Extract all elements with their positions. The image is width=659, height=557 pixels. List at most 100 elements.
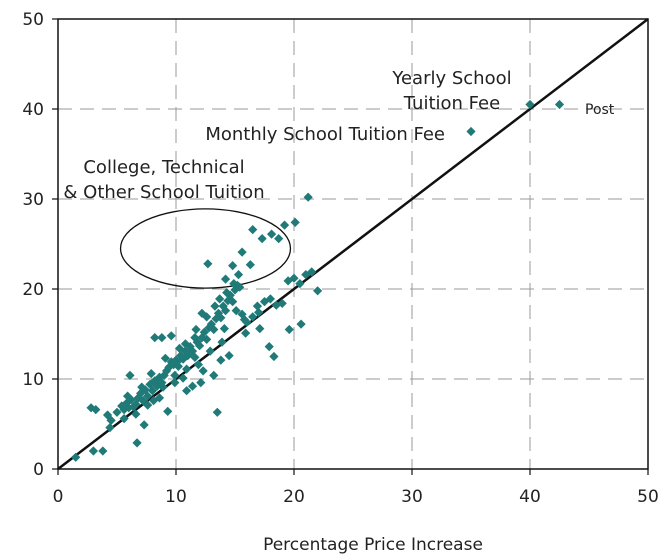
data-point xyxy=(125,370,135,380)
data-point xyxy=(229,279,239,289)
data-point xyxy=(199,327,209,337)
data-point xyxy=(206,319,216,329)
data-point xyxy=(139,420,149,430)
data-point xyxy=(192,337,202,347)
data-point xyxy=(290,217,300,227)
x-tick-label: 30 xyxy=(401,487,423,507)
data-point xyxy=(202,312,212,322)
data-point xyxy=(210,301,220,311)
x-axis-ticks: 0 10 20 30 40 50 xyxy=(53,469,659,507)
data-point xyxy=(128,402,139,412)
data-point xyxy=(554,99,565,110)
data-point xyxy=(255,324,265,334)
annotation-college: & Other School Tuition xyxy=(63,182,264,203)
data-point xyxy=(224,351,234,361)
data-point xyxy=(241,328,251,338)
data-point xyxy=(271,300,281,310)
data-point xyxy=(145,379,155,389)
data-point xyxy=(185,342,195,352)
data-point xyxy=(86,403,96,413)
data-point xyxy=(174,343,185,353)
x-tick-label: 20 xyxy=(283,487,305,507)
data-point xyxy=(257,234,267,244)
data-point xyxy=(173,361,183,371)
data-point xyxy=(154,393,165,403)
data-point xyxy=(172,357,182,367)
data-point xyxy=(191,324,201,335)
data-point xyxy=(195,341,205,351)
annotation-yearly-school: Yearly School xyxy=(391,68,511,89)
data-point xyxy=(193,360,204,370)
data-point xyxy=(123,391,133,401)
data-point xyxy=(166,331,176,341)
data-point xyxy=(169,360,179,370)
y-axis-ticks: 0 10 20 30 40 50 xyxy=(22,10,58,480)
data-point xyxy=(307,267,317,277)
data-point xyxy=(248,312,258,322)
data-point xyxy=(303,192,313,202)
y-tick-label: 0 xyxy=(33,460,44,480)
data-point xyxy=(198,366,208,376)
y-tick-label: 20 xyxy=(22,280,44,300)
data-point xyxy=(132,438,142,448)
data-point xyxy=(131,399,141,409)
data-point xyxy=(157,333,167,343)
data-point xyxy=(170,378,180,388)
data-point xyxy=(295,279,305,289)
reference-line-45deg xyxy=(57,18,649,470)
data-point xyxy=(217,337,227,347)
data-point xyxy=(216,313,226,323)
data-point xyxy=(235,282,245,292)
highlight-ellipse xyxy=(119,208,292,289)
data-point xyxy=(265,294,275,304)
data-point xyxy=(283,276,293,286)
y-tick-label: 30 xyxy=(22,190,44,210)
data-point xyxy=(313,286,323,296)
data-point xyxy=(220,274,231,284)
annotation-monthly-school: Monthly School Tuition Fee xyxy=(205,124,445,145)
annotation-yearly-school: Tuition Fee xyxy=(403,93,500,114)
data-point xyxy=(222,288,232,298)
data-point xyxy=(161,366,172,376)
data-point xyxy=(209,324,219,335)
data-point xyxy=(202,334,212,344)
data-point xyxy=(196,378,206,388)
data-point xyxy=(279,220,290,230)
data-point xyxy=(133,393,143,403)
data-point xyxy=(119,405,129,415)
annotation-college: College, Technical xyxy=(83,157,244,178)
data-point xyxy=(230,285,240,295)
data-point xyxy=(180,339,191,349)
data-point xyxy=(228,261,238,271)
data-point xyxy=(187,381,198,391)
data-point xyxy=(213,308,224,318)
data-point xyxy=(136,388,146,398)
data-point xyxy=(277,298,287,308)
data-point xyxy=(228,297,238,307)
data-point xyxy=(215,294,225,304)
data-point xyxy=(219,324,229,334)
data-point xyxy=(112,407,122,417)
highlight-ellipse-group xyxy=(119,208,292,289)
data-point xyxy=(146,369,156,379)
data-point xyxy=(254,307,264,317)
data-point xyxy=(157,378,167,388)
data-points xyxy=(71,99,565,462)
y-tick-label: 10 xyxy=(22,370,44,390)
data-point xyxy=(231,306,241,316)
data-point xyxy=(216,355,226,365)
data-point xyxy=(182,364,192,374)
x-axis-title: Percentage Price Increase xyxy=(263,535,483,555)
data-point xyxy=(245,260,255,270)
data-point xyxy=(152,381,162,391)
data-point xyxy=(289,273,299,283)
x-tick-label: 10 xyxy=(165,487,187,507)
data-point xyxy=(220,306,231,316)
plot-frame xyxy=(57,18,649,470)
data-point xyxy=(466,126,476,137)
data-point xyxy=(163,406,173,416)
data-point xyxy=(209,370,219,380)
data-point xyxy=(266,229,277,239)
data-point xyxy=(119,414,129,424)
data-point xyxy=(233,270,244,280)
